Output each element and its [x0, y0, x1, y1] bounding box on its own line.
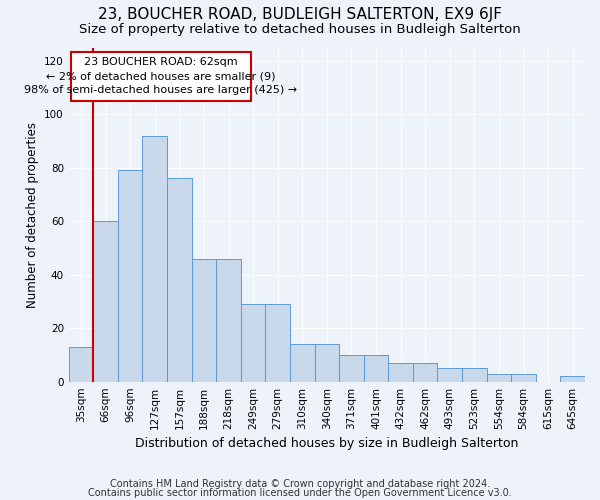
Bar — [191, 258, 216, 382]
Bar — [511, 374, 536, 382]
Bar — [364, 355, 388, 382]
Text: Size of property relative to detached houses in Budleigh Salterton: Size of property relative to detached ho… — [79, 22, 521, 36]
Bar — [265, 304, 290, 382]
Bar — [241, 304, 265, 382]
Bar — [388, 363, 413, 382]
Bar — [413, 363, 437, 382]
Y-axis label: Number of detached properties: Number of detached properties — [26, 122, 38, 308]
Bar — [167, 178, 191, 382]
Bar — [69, 347, 94, 382]
Bar — [560, 376, 585, 382]
X-axis label: Distribution of detached houses by size in Budleigh Salterton: Distribution of detached houses by size … — [135, 437, 518, 450]
FancyBboxPatch shape — [71, 52, 251, 101]
Text: Contains public sector information licensed under the Open Government Licence v3: Contains public sector information licen… — [88, 488, 512, 498]
Bar — [142, 136, 167, 382]
Bar — [437, 368, 462, 382]
Bar — [314, 344, 339, 382]
Text: Contains HM Land Registry data © Crown copyright and database right 2024.: Contains HM Land Registry data © Crown c… — [110, 479, 490, 489]
Bar — [216, 258, 241, 382]
Bar — [118, 170, 142, 382]
Bar — [462, 368, 487, 382]
Bar — [487, 374, 511, 382]
Bar — [94, 222, 118, 382]
Text: 23, BOUCHER ROAD, BUDLEIGH SALTERTON, EX9 6JF: 23, BOUCHER ROAD, BUDLEIGH SALTERTON, EX… — [98, 8, 502, 22]
Text: 23 BOUCHER ROAD: 62sqm
← 2% of detached houses are smaller (9)
98% of semi-detac: 23 BOUCHER ROAD: 62sqm ← 2% of detached … — [24, 57, 297, 95]
Bar — [290, 344, 314, 382]
Bar — [339, 355, 364, 382]
